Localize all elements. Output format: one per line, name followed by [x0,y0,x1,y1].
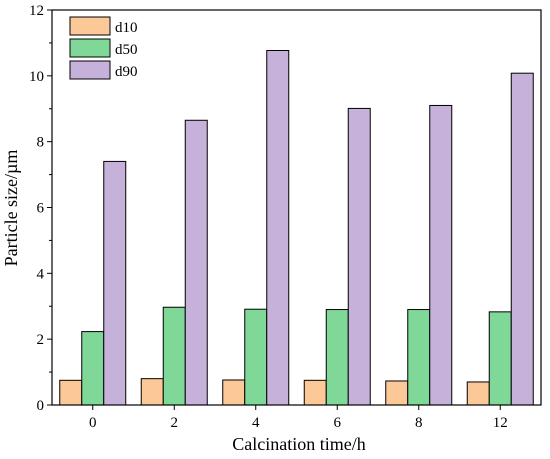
bar-d50-0 [81,331,105,406]
y-tick-label: 10 [29,69,44,85]
legend-swatch-d90 [69,60,111,80]
bar-d90-0 [103,160,127,406]
legend-label-d10: d10 [115,20,138,36]
legend-swatch-d10 [69,16,111,36]
y-tick-label: 12 [29,3,44,19]
bar-d50-2 [162,306,186,406]
legend-swatch-d50 [69,38,111,58]
legend: d10 d50 d90 [69,16,138,80]
bar-d10-0 [59,379,83,406]
y-tick-label: 2 [37,332,45,348]
x-tick-label: 4 [252,415,260,431]
y-axis-title: Particle size/µm [1,150,21,267]
legend-label-d50: d50 [115,42,138,58]
x-tick-label: 2 [171,415,179,431]
y-tick-label: 0 [37,398,45,414]
bar-d50-6 [325,309,349,406]
x-tick-label: 0 [89,415,97,431]
bar-d50-12 [488,311,512,406]
x-tick-label: 6 [334,415,342,431]
ticks-layer: 0 2 4 6 8 10 12 0 2 4 6 8 12 [29,3,508,431]
bar-d90-6 [347,107,371,406]
x-tick-label: 12 [493,415,508,431]
x-axis-title: Calcination time/h [232,434,365,454]
y-tick-label: 6 [37,201,45,217]
y-tick-label: 4 [37,266,45,282]
bar-d90-4 [266,49,290,406]
bar-d10-4 [222,379,246,406]
bar-d10-12 [466,381,490,406]
bar-d90-8 [429,104,453,406]
bars-layer [59,49,534,406]
legend-label-d90: d90 [115,64,138,80]
bar-d10-8 [385,380,409,406]
bar-d90-2 [184,119,208,406]
bar-d90-12 [510,72,534,406]
bar-d10-6 [303,379,327,406]
x-tick-label: 8 [415,415,423,431]
bar-d50-4 [244,308,268,406]
y-tick-label: 8 [37,135,45,151]
bar-d10-2 [140,378,164,406]
bar-d50-8 [407,309,431,406]
